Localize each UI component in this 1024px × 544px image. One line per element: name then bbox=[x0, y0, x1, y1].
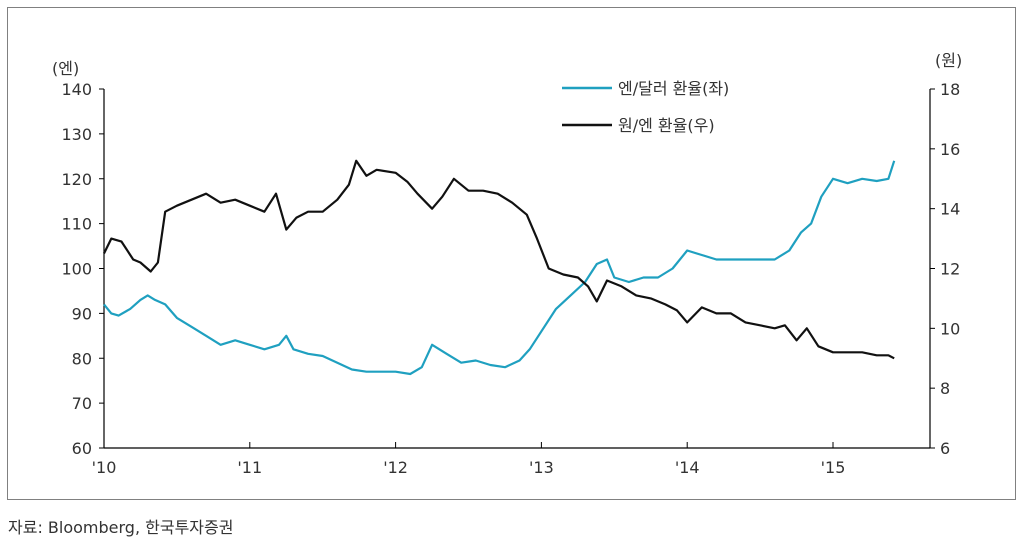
right-tick-label: 10 bbox=[940, 319, 960, 338]
right-axis-unit: (원) bbox=[935, 51, 962, 70]
x-tick-label: '10 bbox=[92, 458, 117, 477]
right-tick-label: 8 bbox=[940, 379, 950, 398]
left-tick-label: 100 bbox=[61, 260, 92, 279]
right-tick-label: 18 bbox=[940, 80, 960, 99]
right-tick-label: 16 bbox=[940, 140, 960, 159]
left-tick-label: 110 bbox=[61, 215, 92, 234]
left-tick-label: 60 bbox=[72, 439, 92, 458]
left-tick-label: 90 bbox=[72, 304, 92, 323]
legend: 엔/달러 환율(좌) 원/엔 환율(우) bbox=[562, 79, 729, 135]
right-tick-label: 14 bbox=[940, 200, 960, 219]
left-tick-label: 120 bbox=[61, 170, 92, 189]
left-tick-label: 80 bbox=[72, 349, 92, 368]
x-tick-label: '13 bbox=[529, 458, 554, 477]
right-tick-label: 12 bbox=[940, 260, 960, 279]
x-tick-label: '11 bbox=[237, 458, 262, 477]
right-tick-label: 6 bbox=[940, 439, 950, 458]
axes: 60 70 80 90 100 110 120 130 140 6 8 10 12 14 16 18 '10 '1… bbox=[61, 80, 960, 477]
left-tick-label: 130 bbox=[61, 125, 92, 144]
series-lines bbox=[103, 159, 896, 376]
chart-frame bbox=[7, 7, 1016, 500]
left-axis-unit: (엔) bbox=[52, 59, 79, 78]
series-line-yen-dollar bbox=[103, 160, 896, 376]
left-tick-label: 70 bbox=[72, 394, 92, 413]
source-note: 자료: Bloomberg, 한국투자증권 bbox=[8, 518, 234, 537]
x-tick-label: '12 bbox=[383, 458, 408, 477]
legend-label-won-yen: 원/엔 환율(우) bbox=[618, 116, 715, 135]
series-line-won-yen bbox=[103, 159, 895, 360]
x-tick-label: '15 bbox=[821, 458, 846, 477]
legend-label-yen-dollar: 엔/달러 환율(좌) bbox=[618, 79, 729, 98]
x-tick-label: '14 bbox=[675, 458, 700, 477]
left-tick-label: 140 bbox=[61, 80, 92, 99]
